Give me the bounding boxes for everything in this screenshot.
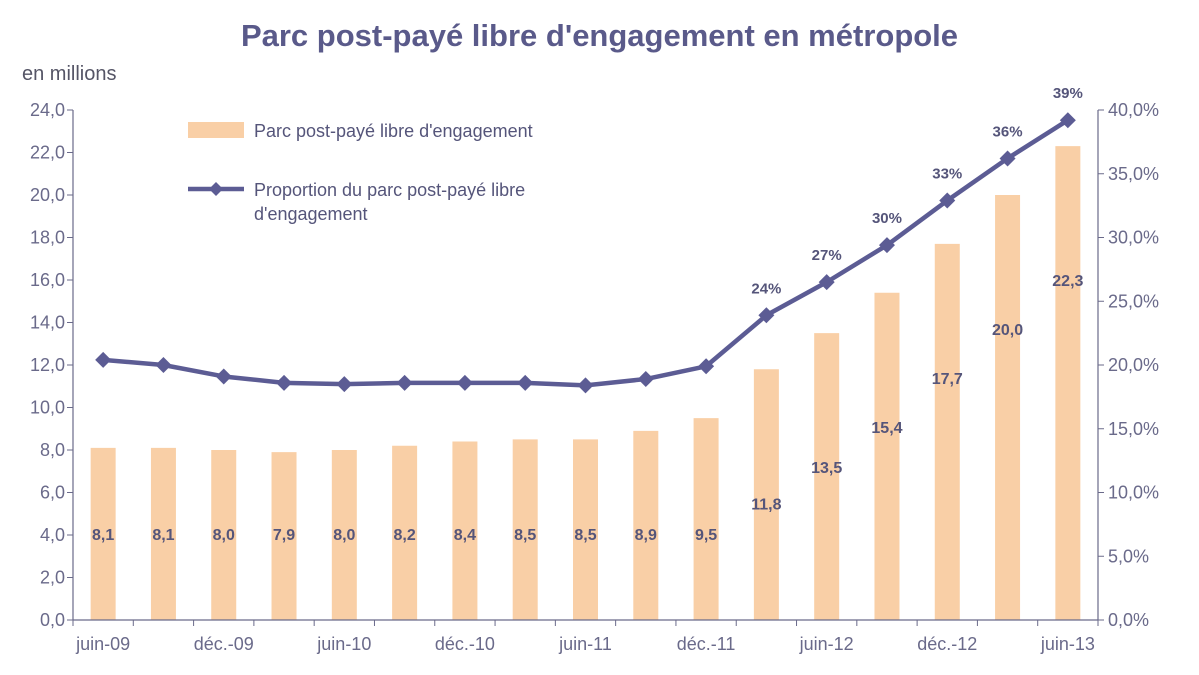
bar <box>512 439 538 620</box>
x-tick-label: juin-09 <box>75 634 130 654</box>
bar <box>452 441 478 620</box>
bar-value-label: 8,9 <box>635 527 657 544</box>
line-point <box>215 368 232 385</box>
y-tick-label: 8,0 <box>40 440 65 460</box>
y-tick-label: 14,0 <box>30 313 65 333</box>
legend-bar-label: Parc post-payé libre d'engagement <box>254 121 533 141</box>
line-point <box>878 237 895 254</box>
y-tick-label: 6,0 <box>40 483 65 503</box>
y-tick-label: 24,0 <box>30 100 65 120</box>
y-tick-label: 0,0 <box>40 610 65 630</box>
bar-value-label: 15,4 <box>871 420 902 437</box>
y2-tick-label: 40,0% <box>1108 100 1159 120</box>
y-tick-label: 20,0 <box>30 185 65 205</box>
bar-value-label: 9,5 <box>695 527 717 544</box>
x-tick-label: juin-12 <box>799 634 854 654</box>
y2-tick-label: 15,0% <box>1108 419 1159 439</box>
y-tick-label: 10,0 <box>30 398 65 418</box>
proportion-line <box>102 118 1070 388</box>
chart-title: Parc post-payé libre d'engagement en mét… <box>240 18 959 53</box>
y2-tick-label: 20,0% <box>1108 355 1159 375</box>
bar-value-label: 8,0 <box>333 527 355 544</box>
line-point <box>517 374 534 391</box>
y-tick-label: 16,0 <box>30 270 65 290</box>
bar-value-label: 8,5 <box>514 527 536 544</box>
y-tick-label: 2,0 <box>40 568 65 588</box>
bar <box>271 452 297 620</box>
x-tick-label: juin-10 <box>316 634 371 654</box>
bar <box>633 430 659 620</box>
bar <box>874 292 900 620</box>
x-tick-label: juin-11 <box>558 634 612 654</box>
line-point <box>155 357 172 373</box>
line-point <box>637 371 654 388</box>
y2-tick-label: 5,0% <box>1108 546 1149 566</box>
y-axis-unit-label: en millions <box>22 63 117 85</box>
y-tick-label: 18,0 <box>30 228 65 248</box>
line-value-label: 33% <box>932 166 962 183</box>
bar-value-label: 8,2 <box>393 527 415 544</box>
line-point <box>999 150 1016 167</box>
line-point <box>698 358 715 375</box>
line-point <box>818 274 835 291</box>
bar <box>573 439 598 620</box>
line-point <box>577 377 594 394</box>
y2-tick-label: 10,0% <box>1108 483 1159 503</box>
legend-line-label: Proportion du parc post-payé libre <box>254 180 525 200</box>
y-tick-label: 22,0 <box>30 143 65 163</box>
bar <box>150 447 176 620</box>
line-point <box>1059 112 1076 129</box>
bar-value-label: 8,1 <box>92 527 114 544</box>
bar <box>211 450 237 620</box>
line-value-label: 39% <box>1053 85 1083 102</box>
line-point <box>758 307 775 324</box>
bar <box>995 195 1021 620</box>
bar-value-label: 8,1 <box>152 527 174 544</box>
bar-value-label: 22,3 <box>1052 273 1083 290</box>
line-point <box>336 376 353 393</box>
bar-value-label: 17,7 <box>932 371 963 388</box>
legend-bar-swatch <box>188 122 244 138</box>
x-tick-label: déc.-09 <box>194 634 254 654</box>
x-tick-label: déc.-10 <box>435 634 495 654</box>
line-point <box>456 374 473 391</box>
line-point <box>276 374 293 391</box>
bar <box>90 447 116 620</box>
bar <box>693 418 719 620</box>
line-point <box>396 374 413 391</box>
bar-value-label: 7,9 <box>273 527 295 544</box>
line-value-label: 36% <box>993 123 1023 140</box>
x-tick-label: déc.-12 <box>917 634 977 654</box>
legend-line-label-continued: d'engagement <box>254 204 368 224</box>
y-tick-label: 4,0 <box>40 525 65 545</box>
bar <box>814 333 840 620</box>
bar-value-label: 13,5 <box>811 460 842 477</box>
y2-tick-label: 35,0% <box>1108 164 1159 184</box>
y-tick-label: 12,0 <box>30 355 65 375</box>
bar-value-label: 20,0 <box>992 322 1023 339</box>
line-point <box>95 351 112 368</box>
bar <box>753 369 779 620</box>
bar-value-label: 8,0 <box>213 527 235 544</box>
y2-tick-label: 25,0% <box>1108 291 1159 311</box>
bar <box>1055 146 1081 620</box>
bar <box>934 243 960 620</box>
line-value-label: 27% <box>812 247 842 264</box>
legend-line-marker <box>209 182 223 196</box>
bar-value-label: 8,5 <box>574 527 596 544</box>
bar-value-label: 8,4 <box>454 527 476 544</box>
bar <box>392 445 418 620</box>
y2-tick-label: 0,0% <box>1108 610 1149 630</box>
x-tick-label: déc.-11 <box>677 634 736 654</box>
line-value-label: 30% <box>872 210 902 227</box>
bar <box>331 450 357 620</box>
line-point <box>939 192 956 209</box>
y2-tick-label: 30,0% <box>1108 228 1159 248</box>
bar-value-label: 11,8 <box>751 496 781 513</box>
x-tick-label: juin-13 <box>1040 634 1095 654</box>
line-value-label: 24% <box>751 280 781 297</box>
